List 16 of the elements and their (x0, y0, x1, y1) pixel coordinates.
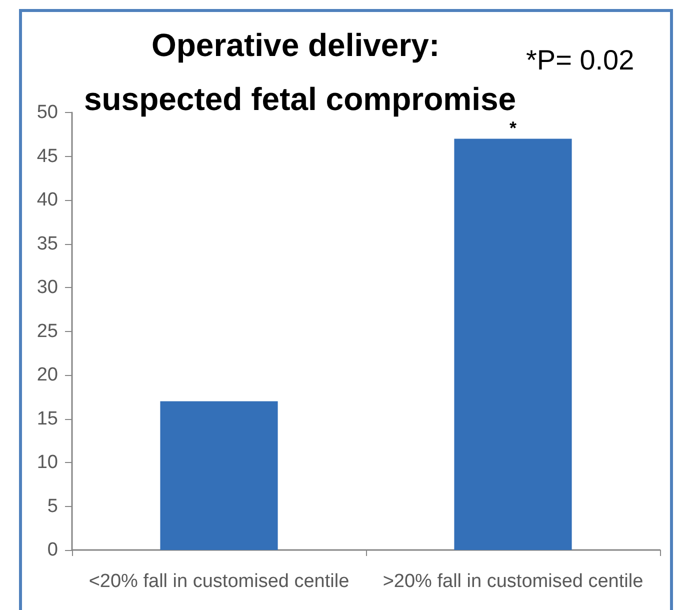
y-tick-label: 5 (47, 496, 58, 517)
text: *P= 0.02 (526, 44, 634, 76)
y-tick-label: 25 (36, 320, 58, 342)
y-tick-label: 15 (36, 408, 58, 430)
annotation: * (509, 118, 517, 138)
y-tick-label: 50 (36, 102, 58, 123)
x-tick-label: >20% fall in customised centile (382, 571, 644, 592)
y-tick-label: 20 (36, 364, 58, 386)
y-tick-label: 35 (36, 233, 58, 254)
y-tick-label: 45 (36, 146, 58, 167)
x-tick-label: <20% fall in customised centile (88, 571, 350, 592)
y-tick-label: 30 (36, 277, 58, 298)
y-tick-label: 40 (36, 190, 58, 210)
y-tick-label: 0 (47, 540, 58, 560)
chart-title: Operative delivery: suspected fetal compromise (84, 27, 516, 117)
y-tick-label: 10 (36, 452, 58, 473)
